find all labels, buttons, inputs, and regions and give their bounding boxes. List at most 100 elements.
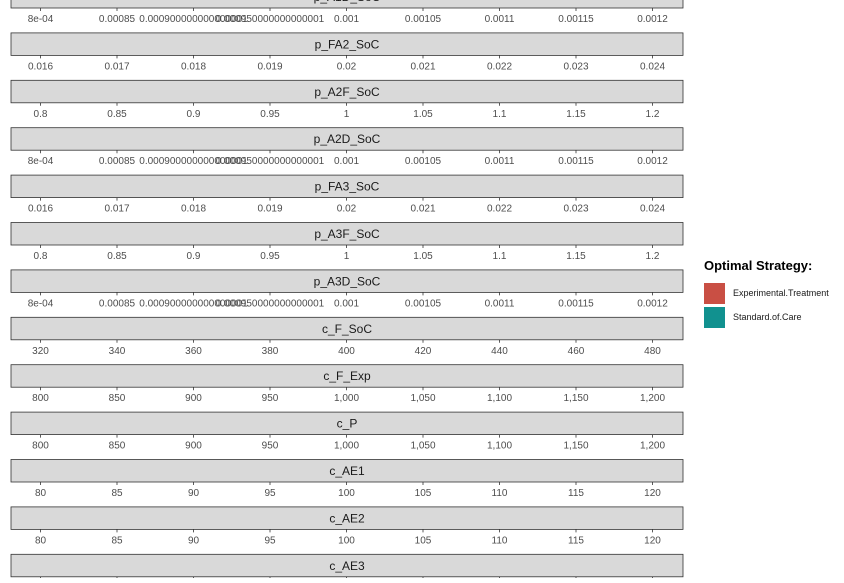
facet-strip [10,174,684,199]
axis-tick-label: 100 [338,488,355,499]
axis-tick-label: 1,100 [487,393,512,404]
axis-tick-label: 1.05 [413,109,433,120]
axis-tick-label: 0.0012 [637,14,668,25]
axis-tick-label: 0.019 [257,61,282,72]
facet-panel: p_FA3_SoC 0.016 0.017 0.018 0.019 0.02 0.021 0.… [10,174,684,215]
axis-tick-label: 8e-04 [28,14,54,25]
axis-tick-label: 8e-04 [28,298,54,309]
axis-tick-label: 100 [338,535,355,546]
axis-tick-label: 1.15 [566,109,586,120]
axis-tick-label: 0.0011 [485,14,515,25]
axis-tick-label: 1,000 [334,441,359,452]
facet-strip [10,553,684,578]
axis-tick-label: 0.001 [334,156,359,167]
facet-strip-label: p_A3F_SoC [314,227,380,241]
axis-tick-label: 0.021 [410,61,435,72]
axis-tick-label: 800 [32,393,49,404]
axis-tick-label: 115 [568,535,584,546]
facet-panel: c_P 800 850 900 950 1,000 1,050 1,100 1,150 1,200 [10,411,684,452]
axis-tick-label: 0.85 [107,251,127,262]
axis-tick-label: 0.001 [334,14,359,25]
facet-strip-label: c_F_SoC [322,322,372,336]
axis-tick-label: 0.000900000000000001 [139,156,248,167]
facet-panel: c_AE1 80 85 90 95 100 105 110 115 120 [10,459,684,499]
facet-strip [10,269,684,293]
axis-tick-label: 380 [262,346,279,357]
axis-tick-label: 0.0011 [485,156,515,167]
legend-item-standard-of-care: Standard.of.Care [704,305,844,329]
facet-strip-label: c_AE1 [329,464,365,478]
axis-tick-label: 1,000 [334,393,359,404]
facet-strip-label: p_A1D_SoC [314,0,381,4]
facet-strip [10,222,684,246]
axis-tick-label: 440 [491,346,508,357]
legend-swatch-standard-of-care [704,306,725,328]
axis-tick-label: 0.000950000000000001 [216,14,325,25]
axis-tick-label: 0.02 [337,61,357,72]
facet-panel: p_A3F_SoC 0.8 0.85 0.9 0.95 1 1.05 1.1 1.15 1.2 [10,222,684,262]
axis-tick-label: 1 [344,109,350,120]
facet-panel: c_F_Exp 800 850 900 950 1,000 1,050 1,100 1,150 1… [10,364,684,404]
axis-tick-label: 1.2 [646,109,660,120]
axis-tick-label: 85 [111,488,123,499]
axis-tick-label: 0.000900000000000001 [139,14,248,25]
axis-tick-label: 0.8 [34,109,48,120]
axis-tick-label: 850 [109,393,126,404]
axis-tick-label: 950 [262,393,279,404]
facet-panel: p_A2F_SoC 0.8 0.85 0.9 0.95 1 1.05 1.1 1.15 1.2 [10,79,684,120]
legend: Optimal Strategy: Experimental.Treatment… [704,258,844,329]
axis-tick-label: 0.000900000000000001 [139,298,248,309]
axis-tick-label: 0.019 [257,204,282,215]
axis-tick-label: 95 [264,488,276,499]
axis-tick-label: 0.018 [181,61,206,72]
axis-tick-label: 0.022 [487,204,512,215]
axis-tick-label: 110 [492,535,508,546]
axis-tick-label: 0.016 [28,61,53,72]
axis-tick-label: 0.02 [337,204,357,215]
facet-strip-label: p_A2F_SoC [314,85,380,99]
facet-panel: c_AE3 [10,553,684,580]
facet-strip [10,316,684,341]
axis-tick-label: 1.1 [493,251,507,262]
axis-tick-label: 460 [568,346,585,357]
axis-tick-label: 0.0012 [637,298,668,309]
axis-tick-label: 0.022 [487,61,512,72]
axis-tick-label: 0.85 [107,109,127,120]
axis-tick-label: 850 [109,441,126,452]
axis-tick-label: 0.024 [640,204,665,215]
facet-strip-label: c_F_Exp [323,369,371,383]
axis-tick-label: 1,200 [640,393,665,404]
axis-tick-label: 800 [32,441,49,452]
axis-tick-label: 1.2 [646,251,660,262]
axis-tick-label: 0.001 [334,298,359,309]
axis-tick-label: 85 [111,535,123,546]
facet-strip [10,0,684,9]
axis-tick-label: 105 [415,488,432,499]
axis-tick-label: 1,050 [410,393,435,404]
facet-strip-label: p_FA3_SoC [315,180,380,194]
axis-tick-label: 0.00105 [405,298,442,309]
axis-tick-label: 0.00115 [558,14,594,25]
axis-tick-label: 340 [109,346,126,357]
facet-panel: p_A3D_SoC 8e-04 0.00085 0.00090000000000000… [10,269,684,309]
axis-tick-label: 0.018 [181,204,206,215]
legend-item-experimental-treatment: Experimental.Treatment [704,281,844,305]
facet-strip [10,79,684,104]
axis-tick-label: 1,050 [410,441,435,452]
axis-tick-label: 0.016 [28,204,53,215]
axis-tick-label: 1,150 [563,441,588,452]
axis-tick-label: 0.00105 [405,156,442,167]
axis-tick-label: 0.023 [563,61,588,72]
facet-strip-label: p_FA2_SoC [315,37,380,51]
facet-strip-label: p_A3D_SoC [314,274,381,288]
axis-tick-label: 95 [264,535,276,546]
legend-label: Experimental.Treatment [733,288,829,298]
facet-strip [10,127,684,151]
axis-tick-label: 0.021 [410,204,435,215]
facet-strip [10,411,684,436]
facet-strip-label: p_A2D_SoC [314,132,381,146]
legend-label: Standard.of.Care [733,312,802,322]
axis-tick-label: 1.1 [493,109,507,120]
